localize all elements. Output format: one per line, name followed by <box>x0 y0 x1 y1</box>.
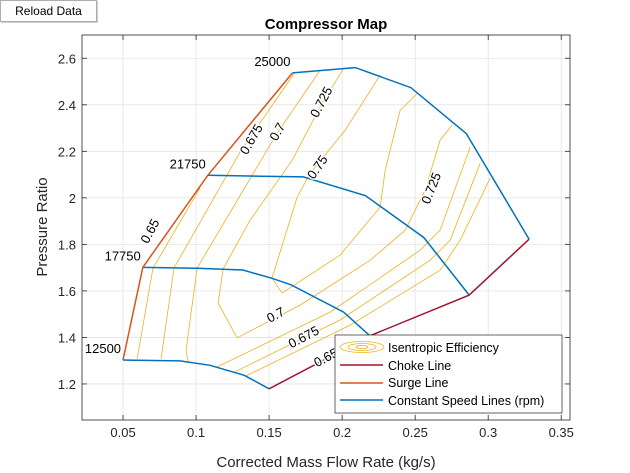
contour-labels: 12500 17750 21750 25000 0.65 0.675 0.7 0.725 0.7… <box>85 54 446 372</box>
efficiency-contour-0_65 <box>136 187 201 360</box>
chart-title: Compressor Map <box>265 16 388 33</box>
efficiency-contour-0_7 <box>216 146 471 368</box>
legend-label: Choke Line <box>388 359 451 373</box>
x-tick-label: 0.1 <box>187 425 205 440</box>
y-axis-label: Pressure Ratio <box>34 177 51 276</box>
legend-label: Constant Speed Lines (rpm) <box>388 394 544 408</box>
x-tick-label: 0.3 <box>479 425 497 440</box>
legend-efficiency-icon <box>339 341 385 353</box>
x-tick-label: 0.35 <box>549 425 574 440</box>
x-axis-label: Corrected Mass Flow Rate (kg/s) <box>216 454 435 471</box>
x-tick-label: 0.2 <box>333 425 351 440</box>
y-tick-label: 2 <box>69 191 76 206</box>
x-tick-label: 0.05 <box>110 425 135 440</box>
contour-label: 0.675 <box>286 323 322 352</box>
legend[interactable]: Isentropic Efficiency Choke Line Surge L… <box>334 334 563 414</box>
contour-label: 0.725 <box>418 170 444 206</box>
efficiency-contour-0_75 <box>271 74 418 294</box>
legend-label: Surge Line <box>388 376 449 390</box>
legend-label: Isentropic Efficiency <box>388 341 500 355</box>
reload-data-button[interactable]: Reload Data <box>0 0 97 22</box>
y-tick-label: 2.2 <box>58 144 76 159</box>
y-tick-label: 1.6 <box>58 284 76 299</box>
contour-label: 0.7 <box>266 120 288 143</box>
x-tick-label: 0.15 <box>256 425 281 440</box>
efficiency-contour-0_675 <box>160 73 295 360</box>
choke-line <box>268 238 530 390</box>
y-tick-label: 1.2 <box>58 377 76 392</box>
y-tick-label: 1.8 <box>58 237 76 252</box>
speed-label: 12500 <box>85 341 121 356</box>
speed-label: 17750 <box>105 248 141 263</box>
speed-line-17750 <box>142 266 371 337</box>
efficiency-contour-0_725 <box>217 68 453 339</box>
plot-box <box>81 34 571 421</box>
speed-label: 25000 <box>254 54 290 69</box>
efficiency-contour-0_65 <box>245 177 491 377</box>
x-tick-label: 0.25 <box>403 425 428 440</box>
surge-line <box>122 72 294 361</box>
speed-label: 21750 <box>170 156 206 171</box>
contour-label: 0.725 <box>307 84 336 120</box>
speed-line-25000 <box>292 66 530 240</box>
y-tick-label: 2.6 <box>58 51 76 66</box>
speed-line-21750 <box>207 174 470 296</box>
contour-label: 0.65 <box>137 216 162 245</box>
efficiency-contour-0_675 <box>234 163 481 373</box>
y-tick-label: 2.4 <box>58 98 76 113</box>
y-tick-label: 1.4 <box>58 330 76 345</box>
speed-line-12500 <box>122 359 270 390</box>
axis-ticks: 0.05 0.1 0.15 0.2 0.25 0.3 0.35 1.2 1.4 1.6 1.8 2 2.… <box>58 35 574 440</box>
map-lines <box>122 66 530 390</box>
